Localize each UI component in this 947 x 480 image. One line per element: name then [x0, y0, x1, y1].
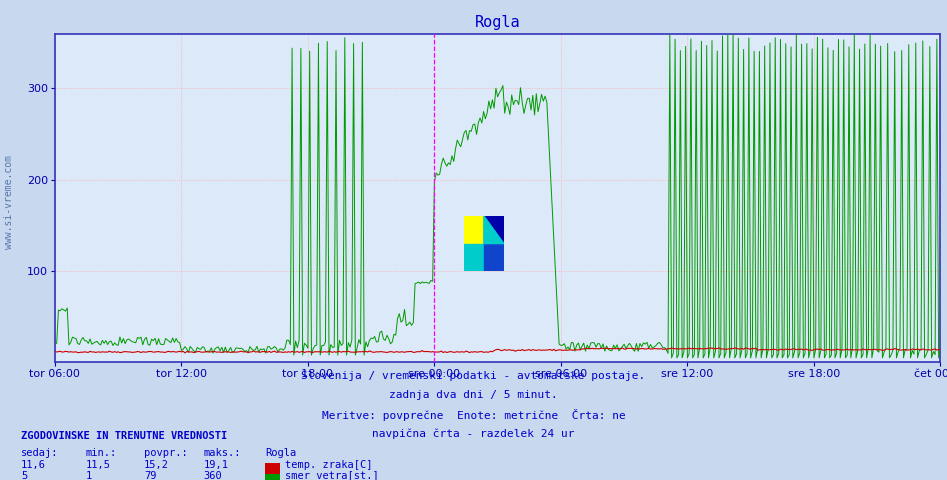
Text: 360: 360 — [204, 470, 223, 480]
Text: 1: 1 — [85, 470, 92, 480]
Text: www.si-vreme.com: www.si-vreme.com — [5, 155, 14, 249]
Bar — [484, 216, 504, 244]
Bar — [484, 244, 504, 271]
Text: 19,1: 19,1 — [204, 460, 228, 470]
Bar — [464, 244, 484, 271]
Title: Rogla: Rogla — [474, 15, 521, 30]
Text: ZGODOVINSKE IN TRENUTNE VREDNOSTI: ZGODOVINSKE IN TRENUTNE VREDNOSTI — [21, 431, 227, 441]
Text: min.:: min.: — [85, 448, 116, 458]
Text: 5: 5 — [21, 470, 27, 480]
Text: temp. zraka[C]: temp. zraka[C] — [285, 460, 372, 470]
Text: 11,5: 11,5 — [85, 460, 110, 470]
Text: zadnja dva dni / 5 minut.: zadnja dva dni / 5 minut. — [389, 390, 558, 400]
Text: Slovenija / vremenski podatki - avtomatske postaje.: Slovenija / vremenski podatki - avtomats… — [301, 371, 646, 381]
Text: 79: 79 — [144, 470, 156, 480]
Text: sedaj:: sedaj: — [21, 448, 59, 458]
Text: 11,6: 11,6 — [21, 460, 45, 470]
Text: smer vetra[st.]: smer vetra[st.] — [285, 470, 379, 480]
Text: Rogla: Rogla — [265, 448, 296, 458]
Text: navpična črta - razdelek 24 ur: navpična črta - razdelek 24 ur — [372, 428, 575, 439]
Bar — [464, 216, 484, 244]
Polygon shape — [484, 216, 504, 244]
Text: povpr.:: povpr.: — [144, 448, 188, 458]
Text: 15,2: 15,2 — [144, 460, 169, 470]
Text: Meritve: povprečne  Enote: metrične  Črta: ne: Meritve: povprečne Enote: metrične Črta:… — [322, 409, 625, 421]
Text: maks.:: maks.: — [204, 448, 241, 458]
